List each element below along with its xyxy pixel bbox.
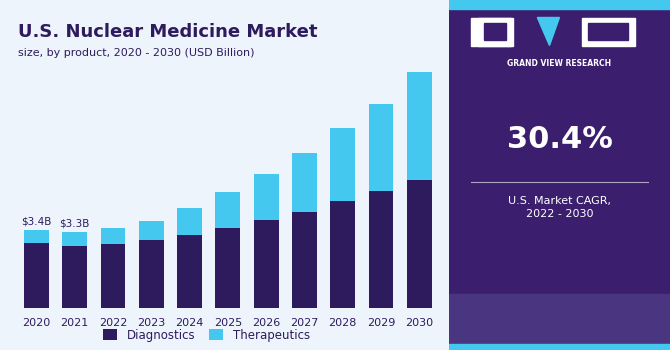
Bar <box>177 235 202 308</box>
Bar <box>215 228 241 308</box>
Bar <box>62 232 87 246</box>
Bar <box>139 221 163 240</box>
Text: size, by product, 2020 - 2030 (USD Billion): size, by product, 2020 - 2030 (USD Billi… <box>17 48 254 58</box>
FancyBboxPatch shape <box>449 0 670 9</box>
Bar <box>100 228 125 244</box>
FancyBboxPatch shape <box>582 18 634 46</box>
Legend: Diagnostics, Therapeutics: Diagnostics, Therapeutics <box>97 323 316 348</box>
Bar <box>407 180 431 308</box>
FancyBboxPatch shape <box>588 23 628 40</box>
FancyBboxPatch shape <box>484 23 507 40</box>
Bar <box>100 244 125 308</box>
FancyBboxPatch shape <box>471 18 511 46</box>
Bar <box>292 212 317 308</box>
Bar <box>139 240 163 308</box>
Polygon shape <box>537 18 559 46</box>
Bar <box>407 72 431 180</box>
Bar <box>254 174 279 220</box>
FancyBboxPatch shape <box>449 344 670 350</box>
Text: $3.4B: $3.4B <box>21 217 52 227</box>
Bar <box>330 202 355 308</box>
Text: 30.4%: 30.4% <box>507 126 612 154</box>
Bar <box>292 153 317 212</box>
Bar <box>254 220 279 308</box>
Bar <box>215 192 241 228</box>
Bar <box>330 128 355 202</box>
Bar <box>62 246 87 308</box>
Bar <box>369 191 393 308</box>
Text: $3.3B: $3.3B <box>60 219 90 229</box>
Text: U.S. Nuclear Medicine Market: U.S. Nuclear Medicine Market <box>17 23 317 41</box>
Text: U.S. Market CAGR,
2022 - 2030: U.S. Market CAGR, 2022 - 2030 <box>508 196 611 219</box>
Bar <box>177 208 202 235</box>
FancyBboxPatch shape <box>449 294 670 350</box>
Bar <box>369 104 393 191</box>
Bar <box>24 230 49 243</box>
Bar <box>24 243 49 308</box>
FancyBboxPatch shape <box>478 18 513 46</box>
Text: Source:
www.grandviewresearch.com: Source: www.grandviewresearch.com <box>466 301 616 322</box>
Text: GRAND VIEW RESEARCH: GRAND VIEW RESEARCH <box>507 60 612 69</box>
